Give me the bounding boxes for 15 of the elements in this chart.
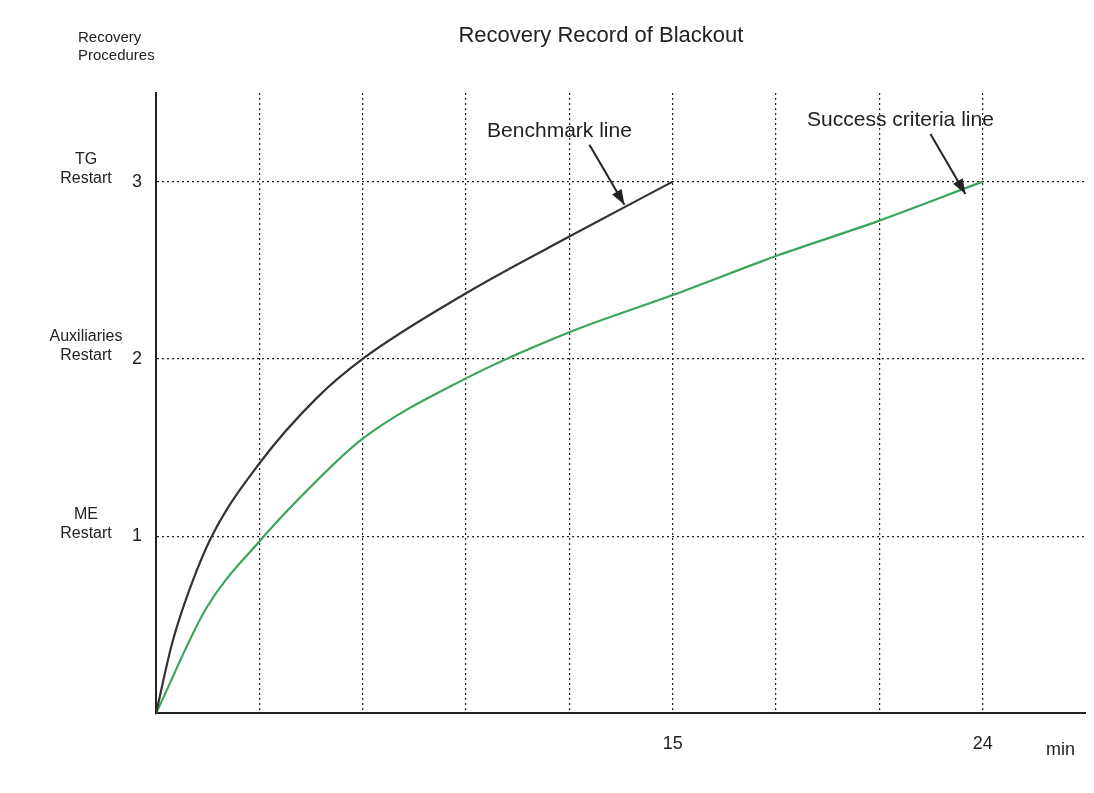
annotation: Success criteria line <box>807 107 994 131</box>
y-tick-label: 3 <box>132 170 143 191</box>
text: Auxiliaries Restart <box>49 327 123 364</box>
y-tick-label: 2 <box>132 347 143 368</box>
x-tick-label: 24 <box>972 733 993 754</box>
chart-title: Recovery Record of Blackout <box>458 22 744 47</box>
line-series <box>156 180 674 714</box>
text: TG Restart <box>60 150 113 187</box>
x-axis-title: min <box>1046 739 1076 760</box>
annotation: Benchmark line <box>487 117 632 141</box>
line-series <box>156 180 984 714</box>
text: ME Restart <box>60 504 113 541</box>
y-axis-title: Recovery Procedures <box>78 28 155 63</box>
x-tick-label: 15 <box>662 733 683 754</box>
y-tick-label: 1 <box>132 525 143 546</box>
